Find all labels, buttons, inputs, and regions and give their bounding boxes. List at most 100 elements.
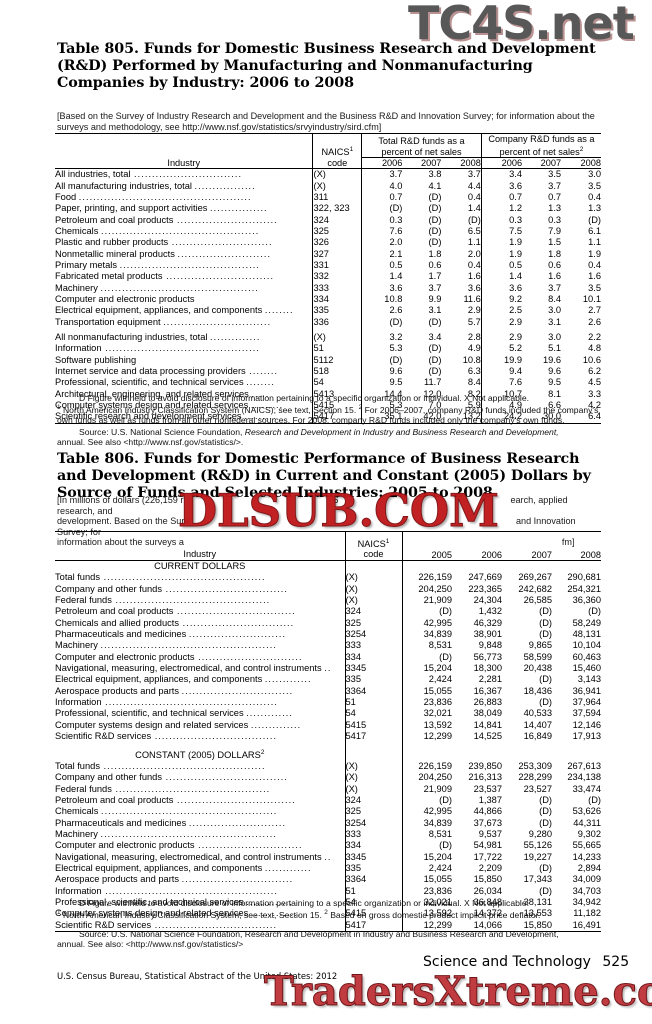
row-value: 0.3 [361, 214, 403, 226]
row-naics-code: 5417 [344, 731, 402, 743]
row-value: (D) [428, 214, 442, 225]
row-value: 15,850 [473, 874, 502, 885]
table-row: Computer systems design and related serv… [55, 908, 601, 920]
row-naics-code: 335 [344, 674, 402, 686]
row-value: 1.1 [467, 237, 481, 248]
row-value: 10.8 [361, 294, 403, 306]
row-value: 46,329 [473, 617, 502, 628]
row-naics-code: 332 [312, 271, 362, 283]
footnote-marker-2-805: 2 [358, 404, 363, 412]
leader-dots: ................................. [173, 794, 296, 805]
row-value: 42,995 [401, 806, 452, 818]
row-value: 60,463 [572, 651, 601, 662]
table-row: Transportation equipment ...............… [55, 316, 601, 329]
row-value: 254,321 [567, 583, 601, 594]
row-value: (D) [588, 794, 601, 805]
row-value: 4.2 [588, 400, 601, 411]
row-value: 32,021 [401, 708, 452, 720]
row-label: Total funds ............................… [55, 760, 266, 771]
row-value: 239,850 [468, 760, 502, 771]
row-value: (D) [428, 354, 442, 365]
row-naics-code: 322, 323 [312, 203, 362, 215]
col-year-2007-company: 2007 [522, 157, 562, 169]
row-value: 18,300 [473, 663, 502, 674]
row-value: (D) [539, 794, 552, 805]
leader-dots: .............................. [162, 271, 275, 282]
row-naics-code: 54 [344, 897, 402, 909]
row-value: 13,553 [523, 908, 552, 919]
leader-dots: ............................. [194, 651, 303, 662]
table-row: Computer systems design and related serv… [55, 400, 601, 412]
row-value: 4.8 [588, 343, 601, 354]
row-label: Chemicals ..............................… [55, 806, 278, 817]
leader-dots: ......... [244, 411, 277, 422]
col-year-2005: 2005 [401, 546, 452, 561]
row-value: (D) [467, 214, 481, 225]
row-value: 3.4 [428, 332, 442, 343]
row-value: 3.1 [428, 305, 442, 316]
row-value: 4.0 [361, 180, 403, 192]
row-label: Computer and electronic products .......… [55, 651, 303, 662]
col-year-2008-total: 2008 [441, 157, 482, 169]
row-value: 44,866 [473, 806, 502, 817]
row-value: 2,209 [478, 863, 502, 874]
leader-dots: ................. [194, 180, 256, 191]
row-naics-code: 334 [344, 840, 402, 852]
row-value: 0.3 [548, 214, 562, 225]
leader-dots: ........................... [188, 817, 287, 828]
row-value: 14,372 [473, 908, 502, 919]
row-value: (D) [361, 354, 403, 367]
row-value: 267,613 [567, 760, 601, 771]
row-naics-code: 5415 [312, 400, 362, 412]
table-row: All industries, total ..................… [55, 168, 601, 181]
row-value: 6.6 [548, 400, 562, 411]
table-806-title: Table 806. Funds for Domestic Performanc… [57, 451, 591, 502]
footer-section-title: Science and Technology 525 [423, 954, 629, 970]
table-row: Petroleum and coal products ............… [55, 794, 601, 807]
table-row: Electrical equipment, appliances, and co… [55, 863, 601, 875]
table-row: Primary metals .........................… [55, 260, 601, 272]
table-row: Food ...................................… [55, 191, 601, 204]
row-value: 13,592 [401, 908, 452, 920]
leader-dots: ........................................… [101, 697, 278, 708]
leader-dots: ........................................… [101, 885, 278, 896]
row-value: 8.4 [467, 377, 481, 388]
table-row: Federal funds ..........................… [55, 595, 601, 607]
footnote-1-805: North American Industry Classification S… [62, 405, 357, 416]
row-value: 226,159 [401, 572, 452, 584]
row-value: 253,309 [518, 760, 552, 771]
leader-dots: ........................................… [99, 572, 266, 583]
col-spacer-806 [401, 531, 452, 546]
row-value: 2.0 [361, 237, 403, 249]
col-group-total-rd: Total R&D funds as a percent of net sale… [361, 132, 482, 158]
row-value: 3.1 [548, 316, 562, 327]
row-value: 3.8 [402, 168, 442, 181]
leader-dots: ............. [246, 897, 294, 908]
row-value: 19,227 [523, 851, 552, 862]
leader-dots: .......................... [177, 248, 272, 259]
row-value: 0.4 [467, 191, 481, 202]
row-value: 1.6 [588, 271, 601, 282]
row-value: 12,299 [401, 919, 452, 933]
row-value: 15,055 [401, 685, 452, 698]
row-label: Professional, scientific, and technical … [55, 708, 294, 719]
row-label: Machinery ..............................… [55, 829, 277, 839]
row-value: 2.5 [480, 305, 523, 317]
row-value: 8,531 [401, 640, 452, 652]
row-value: 5.3 [361, 400, 403, 412]
row-value: 2.7 [588, 305, 601, 316]
row-value: 2.1 [361, 248, 403, 260]
row-label: Information ............................… [55, 885, 278, 896]
row-value: 15,204 [401, 851, 452, 864]
naics-label2-806: code [363, 549, 384, 560]
row-naics-code: 324 [344, 794, 402, 807]
row-value: 21,909 [401, 595, 452, 607]
row-value: 2,894 [577, 863, 601, 874]
leader-dots: ........................... [188, 629, 287, 640]
row-value: 4.9 [467, 343, 481, 354]
row-value: 3.6 [361, 282, 403, 295]
row-label: Company and other funds ................… [55, 772, 289, 783]
table-row: Paper, printing, and support activities … [55, 203, 601, 215]
row-value: 0.7 [480, 191, 523, 204]
row-spacer [55, 328, 601, 333]
